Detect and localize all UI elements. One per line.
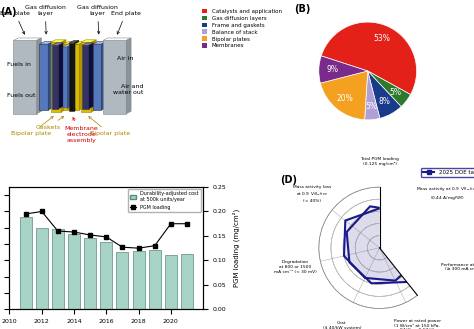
Text: 5%: 5% xyxy=(390,88,401,97)
Text: Gas diffusion
layer: Gas diffusion layer xyxy=(25,5,66,34)
Polygon shape xyxy=(39,44,48,110)
Text: End plate: End plate xyxy=(0,11,30,34)
Text: 9%: 9% xyxy=(327,65,338,74)
Polygon shape xyxy=(75,44,84,46)
Bar xyxy=(68,234,80,309)
Text: 20%: 20% xyxy=(337,93,354,103)
Bar xyxy=(149,250,161,309)
Polygon shape xyxy=(51,40,66,42)
Polygon shape xyxy=(68,44,73,108)
Polygon shape xyxy=(52,43,64,45)
Polygon shape xyxy=(81,40,96,42)
Polygon shape xyxy=(64,44,73,46)
Polygon shape xyxy=(61,40,66,112)
Polygon shape xyxy=(13,38,41,40)
Text: Bipolar plate: Bipolar plate xyxy=(89,116,130,137)
Polygon shape xyxy=(58,43,64,109)
Polygon shape xyxy=(93,42,106,44)
Text: Gas diffusion
layer: Gas diffusion layer xyxy=(77,5,118,34)
Wedge shape xyxy=(365,71,380,120)
Legend: Catalysts and application, Gas diffusion layers, Frame and gaskets, Balance of s: Catalysts and application, Gas diffusion… xyxy=(200,7,284,51)
Polygon shape xyxy=(82,43,93,45)
Wedge shape xyxy=(368,71,401,118)
Text: Fuels out: Fuels out xyxy=(7,93,35,98)
Polygon shape xyxy=(64,44,68,110)
Bar xyxy=(52,229,64,309)
Polygon shape xyxy=(13,40,36,114)
Polygon shape xyxy=(48,42,53,110)
Text: Membrane
electrode
assembly: Membrane electrode assembly xyxy=(64,117,98,142)
Polygon shape xyxy=(91,40,96,112)
Bar xyxy=(165,255,177,309)
Polygon shape xyxy=(89,43,93,109)
Polygon shape xyxy=(126,38,131,114)
Polygon shape xyxy=(93,44,101,110)
Polygon shape xyxy=(69,43,74,111)
Wedge shape xyxy=(319,56,368,83)
Text: (A): (A) xyxy=(0,8,16,17)
Bar xyxy=(117,252,128,309)
Polygon shape xyxy=(101,42,106,110)
Polygon shape xyxy=(346,206,419,283)
Polygon shape xyxy=(82,45,89,109)
Polygon shape xyxy=(74,40,79,111)
Text: 5%: 5% xyxy=(365,102,377,111)
Bar xyxy=(19,217,32,309)
Legend: Durability-adjusted cost
at 500k units/year, PGM loading: Durability-adjusted cost at 500k units/y… xyxy=(128,190,201,212)
Polygon shape xyxy=(75,44,79,110)
Polygon shape xyxy=(69,40,79,43)
Polygon shape xyxy=(52,45,58,109)
Text: Fuels in: Fuels in xyxy=(7,63,30,67)
Text: 53%: 53% xyxy=(373,34,390,43)
Bar xyxy=(100,241,112,309)
Polygon shape xyxy=(64,46,68,108)
Text: (B): (B) xyxy=(294,4,311,14)
Polygon shape xyxy=(344,208,421,281)
Legend: 2025 DOE target: 2025 DOE target xyxy=(421,168,474,177)
Text: Bipolar plate: Bipolar plate xyxy=(11,116,53,137)
Text: Air in: Air in xyxy=(117,56,133,61)
Polygon shape xyxy=(75,46,79,108)
Text: End plate: End plate xyxy=(111,11,141,34)
Polygon shape xyxy=(36,38,41,114)
Polygon shape xyxy=(81,42,91,112)
Polygon shape xyxy=(68,42,73,110)
Polygon shape xyxy=(75,42,84,44)
Wedge shape xyxy=(368,71,410,107)
Bar xyxy=(133,251,145,309)
Polygon shape xyxy=(79,44,84,108)
Wedge shape xyxy=(321,22,417,94)
Text: Gaskets: Gaskets xyxy=(36,116,64,130)
Bar xyxy=(181,254,193,309)
Polygon shape xyxy=(64,42,73,44)
Text: (D): (D) xyxy=(280,175,297,185)
Bar xyxy=(36,228,48,309)
Bar xyxy=(84,238,96,309)
Polygon shape xyxy=(103,38,131,40)
Text: 8%: 8% xyxy=(379,97,391,106)
Text: Air and
water out: Air and water out xyxy=(113,84,143,95)
Y-axis label: PGM loading (mg/cm²): PGM loading (mg/cm²) xyxy=(232,209,240,287)
Wedge shape xyxy=(320,71,368,120)
Polygon shape xyxy=(79,42,84,110)
Polygon shape xyxy=(103,40,126,114)
Polygon shape xyxy=(51,42,61,112)
Polygon shape xyxy=(39,42,53,44)
